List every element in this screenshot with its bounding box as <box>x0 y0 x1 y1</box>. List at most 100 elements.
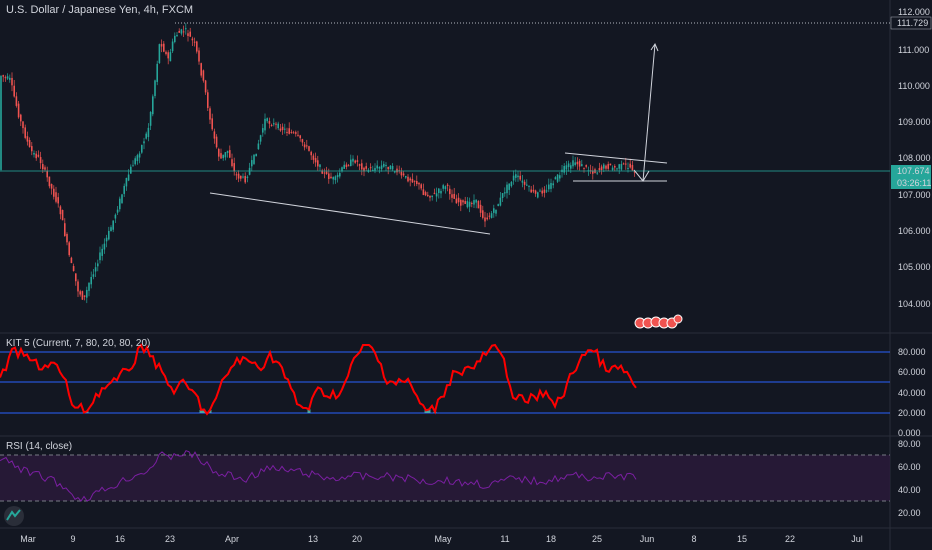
candle-body <box>187 33 189 36</box>
candle-body <box>55 192 57 202</box>
candle-body <box>291 132 293 133</box>
tradingview-logo-icon[interactable] <box>4 506 24 526</box>
candle-body <box>614 166 616 167</box>
date-tick-label: 15 <box>737 534 747 544</box>
price-axis[interactable]: 112.000 111.000 110.000 109.000 108.000 107.0… <box>898 7 931 309</box>
candle-body <box>530 190 532 193</box>
candle-body <box>566 165 568 169</box>
candle-body <box>293 132 295 133</box>
candle-body <box>139 153 141 157</box>
candle-body <box>205 80 207 92</box>
candle-body <box>328 174 330 179</box>
candle-body <box>68 242 70 255</box>
rsi-tick-label: 60.00 <box>898 462 921 472</box>
candle-body <box>16 96 18 106</box>
price-tick-label: 104.000 <box>898 299 931 309</box>
trendline-support[interactable] <box>210 193 490 234</box>
candle-body <box>11 78 13 85</box>
event-markers-icon[interactable] <box>635 315 682 328</box>
candle-body <box>343 165 345 169</box>
candle-body <box>310 152 312 155</box>
candle-body <box>431 196 433 197</box>
candle-body <box>568 163 570 167</box>
candle-body <box>2 75 4 76</box>
candle-body <box>324 173 326 174</box>
candle-body <box>618 164 620 168</box>
candle-body <box>337 175 339 177</box>
candle-body <box>211 118 213 129</box>
candle-body <box>38 155 40 157</box>
candle-body <box>132 165 134 166</box>
candle-body <box>596 173 598 174</box>
candle-body <box>524 182 526 185</box>
candle-body <box>108 231 110 240</box>
candle-body <box>35 154 37 159</box>
candle-body <box>154 80 156 96</box>
candle-body <box>110 227 112 231</box>
candle-body <box>119 199 121 210</box>
candle-body <box>467 201 469 207</box>
candle-body <box>99 252 101 260</box>
symbol-title[interactable]: U.S. Dollar / Japanese Yen, 4h, FXCM <box>6 4 193 16</box>
candle-body <box>236 174 238 175</box>
candle-body <box>112 220 114 229</box>
candle-body <box>504 192 506 193</box>
candle-body <box>104 244 106 250</box>
price-tick-label: 111.000 <box>898 45 929 55</box>
candle-body <box>284 129 286 130</box>
candle-body <box>176 35 178 36</box>
candle-body <box>511 182 513 186</box>
candle-body <box>478 201 480 208</box>
candle-body <box>93 274 95 276</box>
candle-body <box>277 124 279 129</box>
candle-body <box>601 166 603 170</box>
candle-body <box>231 159 233 166</box>
kit-indicator-label[interactable]: KIT 5 (Current, 7, 80, 20, 80, 20) <box>6 338 150 349</box>
candle-body <box>403 174 405 176</box>
projection-arrow[interactable] <box>643 44 655 181</box>
time-axis[interactable]: Mar 9 16 23 Apr 13 20 May 11 18 25 Jun 8 15 22 Jul <box>20 534 863 544</box>
countdown-tag-text: 03:26:11 <box>897 178 931 188</box>
candle-body <box>117 210 119 213</box>
candle-body <box>460 200 462 206</box>
candle-body <box>502 193 504 198</box>
candle-body <box>500 198 502 206</box>
candle-body <box>385 165 387 166</box>
candle-body <box>473 200 475 204</box>
candle-body <box>84 295 86 296</box>
candle-body <box>308 146 310 151</box>
rsi-indicator-label[interactable]: RSI (14, close) <box>6 441 72 452</box>
candle-body <box>480 205 482 213</box>
candle-body <box>407 177 409 182</box>
date-tick-label: Mar <box>20 534 36 544</box>
candle-body <box>222 155 224 158</box>
candle-body <box>577 162 579 164</box>
rsi-tick-label: 40.00 <box>898 485 921 495</box>
candle-body <box>49 177 51 187</box>
candle-body <box>53 189 55 197</box>
candle-body <box>174 36 176 42</box>
date-tick-label: 20 <box>352 534 362 544</box>
candle-body <box>163 44 165 52</box>
candle-body <box>418 183 420 185</box>
candle-body <box>106 238 108 242</box>
rsi-axis[interactable]: 80.00 60.00 40.00 20.00 <box>898 439 921 518</box>
candle-body <box>266 118 268 121</box>
candle-body <box>469 202 471 207</box>
candle-body <box>392 166 394 170</box>
candle-body <box>522 181 524 183</box>
candle-body <box>44 167 46 169</box>
candle-body <box>42 164 44 169</box>
kit-axis[interactable]: 80.000 60.000 40.000 20.000 0.000 <box>898 347 926 438</box>
candle-body <box>196 41 198 51</box>
candle-body <box>623 163 625 164</box>
candle-body <box>159 44 161 63</box>
candle-body <box>370 167 372 168</box>
candle-body <box>20 115 22 122</box>
candle-body <box>242 177 244 178</box>
candle-body <box>286 132 288 133</box>
kit-tick-label: 60.000 <box>898 367 926 377</box>
candle-body <box>251 160 253 166</box>
